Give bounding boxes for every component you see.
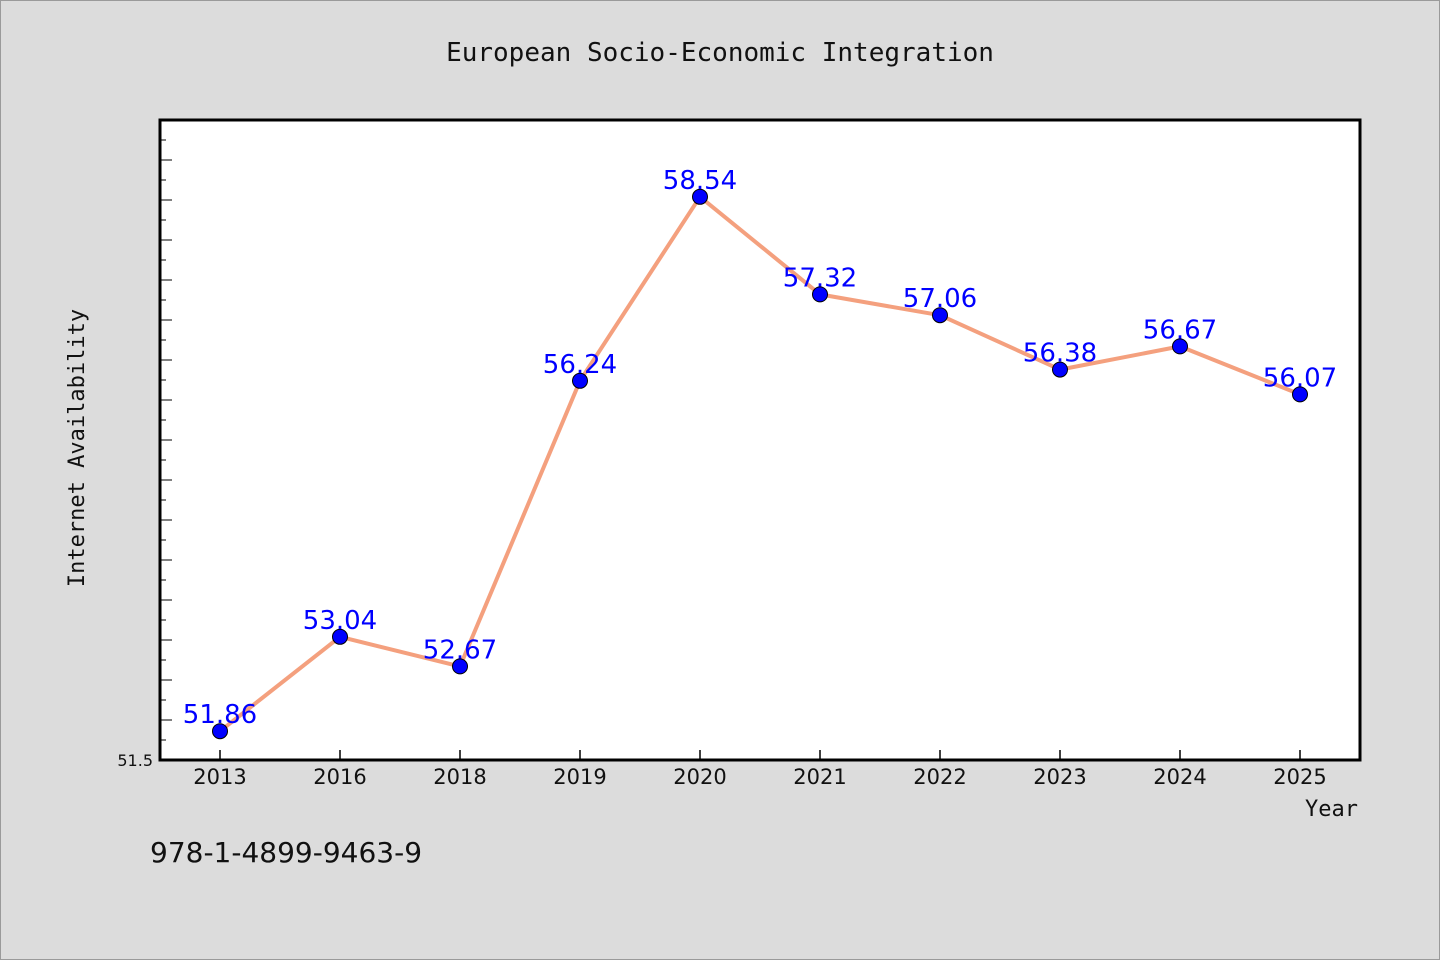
data-label: 56.07 bbox=[1263, 363, 1337, 393]
chart-title: European Socio-Economic Integration bbox=[446, 38, 994, 68]
data-label: 56.38 bbox=[1023, 339, 1097, 369]
data-label: 57.32 bbox=[783, 263, 857, 293]
data-label: 56.24 bbox=[543, 350, 617, 380]
data-point bbox=[452, 658, 468, 675]
data-point bbox=[692, 188, 708, 205]
x-tick-label: 2020 bbox=[673, 765, 726, 789]
data-point bbox=[212, 723, 228, 740]
data-point bbox=[572, 372, 588, 389]
series-markers bbox=[212, 188, 1308, 740]
data-label: 58.54 bbox=[663, 166, 737, 196]
x-tick-label: 2022 bbox=[913, 765, 966, 789]
data-point bbox=[932, 307, 948, 324]
data-point bbox=[1292, 386, 1308, 403]
isbn-text: 978-1-4899-9463-9 bbox=[150, 836, 422, 869]
x-tick-label: 2016 bbox=[313, 765, 366, 789]
data-label: 53.04 bbox=[303, 606, 377, 636]
y-axis-ticks bbox=[160, 139, 172, 741]
data-point bbox=[332, 628, 348, 645]
data-labels: 51.86 53.04 52.67 56.24 58.54 57.32 57.06 56.38… bbox=[183, 166, 1337, 730]
x-tick-label: 2021 bbox=[793, 765, 846, 789]
data-point bbox=[1172, 338, 1188, 355]
data-label: 51.86 bbox=[183, 700, 257, 730]
x-tick-label: 2025 bbox=[1273, 765, 1326, 789]
x-tick-label: 2023 bbox=[1033, 765, 1086, 789]
x-tick-label: 2024 bbox=[1153, 765, 1206, 789]
data-point bbox=[1052, 361, 1068, 378]
x-axis-label: Year bbox=[1305, 797, 1358, 822]
x-axis-tick-labels: 2013 2016 2018 2019 2020 2021 2022 2023 2024 2025 bbox=[193, 765, 1326, 789]
data-label: 52.67 bbox=[423, 635, 497, 665]
data-label: 57.06 bbox=[903, 284, 977, 314]
data-label: 56.67 bbox=[1143, 315, 1217, 345]
data-point bbox=[812, 286, 828, 303]
plot-area bbox=[158, 118, 1362, 762]
y-tick-label-min: 51.5 bbox=[117, 751, 153, 770]
x-axis-ticks bbox=[219, 750, 1301, 760]
x-tick-label: 2018 bbox=[433, 765, 486, 789]
series-line bbox=[218, 194, 1301, 733]
y-axis-label: Internet Availability bbox=[65, 309, 90, 587]
x-tick-label: 2019 bbox=[553, 765, 606, 789]
x-tick-label: 2013 bbox=[193, 765, 246, 789]
